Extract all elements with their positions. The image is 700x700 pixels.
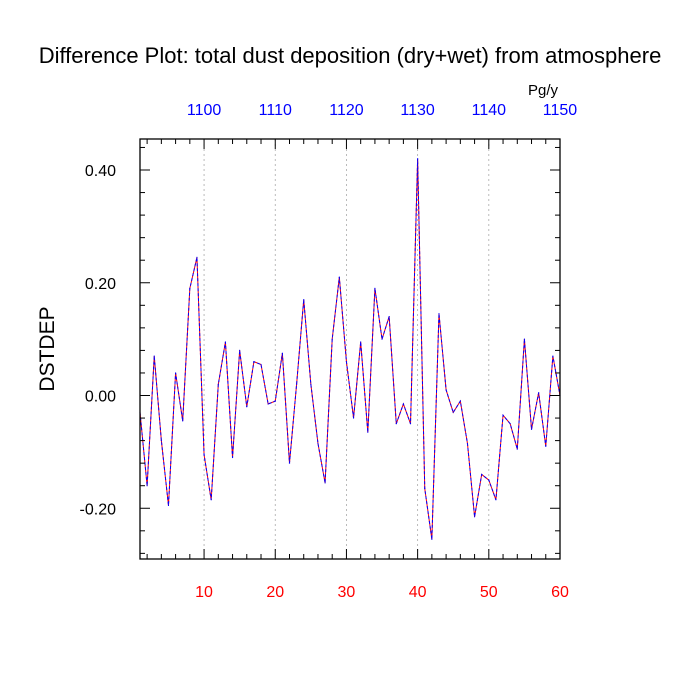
data-point xyxy=(352,417,355,419)
tick-labels: 10 20 30 40 50 60 1100 1110 1120 1130 1140 1150 0.40… xyxy=(80,102,578,601)
data-point xyxy=(246,406,248,408)
data-point xyxy=(317,442,319,445)
y-axis-label: DSTDEP xyxy=(36,306,59,391)
data-point xyxy=(516,448,518,450)
x-top-tick-label: 1130 xyxy=(400,102,435,119)
data-point xyxy=(310,383,312,385)
data-point xyxy=(459,400,461,402)
data-point xyxy=(345,361,348,363)
data-point xyxy=(224,341,227,343)
chart-title: Difference Plot: total dust deposition (… xyxy=(39,43,662,68)
data-point xyxy=(502,414,504,416)
data-point xyxy=(388,315,390,318)
data-point xyxy=(538,392,540,394)
data-point xyxy=(530,428,533,430)
data-point xyxy=(303,299,305,301)
series-line-red xyxy=(139,158,561,540)
data-point xyxy=(338,276,340,278)
data-point xyxy=(431,538,433,540)
data-point xyxy=(473,516,476,518)
data-point xyxy=(260,363,262,366)
data-point xyxy=(182,420,184,422)
data-point xyxy=(239,349,241,352)
data-point xyxy=(409,423,412,425)
units-label: Pg/y xyxy=(528,82,559,99)
data-point xyxy=(331,338,333,340)
data-point xyxy=(374,287,376,289)
data-point xyxy=(367,431,369,433)
x-bottom-tick-label: 60 xyxy=(551,584,569,601)
data-point xyxy=(495,499,497,501)
y-tick-label: 0.40 xyxy=(85,163,116,180)
data-point xyxy=(267,403,269,405)
grid-lines xyxy=(203,139,490,559)
x-bottom-tick-label: 30 xyxy=(338,584,356,601)
data-point xyxy=(253,361,255,363)
data-point xyxy=(288,462,291,464)
data-point xyxy=(445,389,447,391)
x-bottom-tick-label: 40 xyxy=(409,584,427,601)
data-point xyxy=(481,473,483,476)
data-point xyxy=(395,423,397,425)
data-point xyxy=(360,341,362,343)
y-tick-label: 0.00 xyxy=(85,389,116,406)
data-point xyxy=(523,338,526,340)
data-point xyxy=(231,456,234,459)
plot-frame xyxy=(139,138,561,560)
data-point xyxy=(381,338,383,340)
x-bottom-tick-label: 20 xyxy=(266,584,284,601)
data-point xyxy=(281,352,283,354)
data-point xyxy=(196,256,198,258)
data-point xyxy=(174,372,177,374)
x-top-tick-label: 1100 xyxy=(187,102,222,119)
data-point xyxy=(452,411,454,414)
data-point xyxy=(217,383,219,385)
data-point xyxy=(466,442,469,445)
data-series xyxy=(139,158,561,540)
data-point xyxy=(438,313,440,315)
x-top-tick-label: 1140 xyxy=(472,102,507,119)
data-point xyxy=(417,158,419,160)
data-point xyxy=(167,504,170,507)
data-point xyxy=(545,445,547,447)
data-point xyxy=(160,440,162,442)
data-point xyxy=(189,287,191,289)
y-tick-label: -0.20 xyxy=(80,501,117,518)
x-top-tick-label: 1150 xyxy=(543,102,578,119)
data-point xyxy=(146,485,148,487)
data-point xyxy=(203,454,205,456)
x-bottom-tick-label: 10 xyxy=(195,584,213,601)
x-bottom-tick-label: 50 xyxy=(480,584,498,601)
data-point xyxy=(424,487,426,490)
data-point xyxy=(296,383,298,385)
data-point xyxy=(324,482,326,484)
data-point xyxy=(153,355,155,357)
data-point xyxy=(509,423,511,425)
axis-ticks xyxy=(140,139,561,559)
data-point xyxy=(210,499,212,501)
data-point xyxy=(274,400,276,402)
y-tick-label: 0.20 xyxy=(85,276,116,293)
data-point xyxy=(488,479,490,481)
data-point xyxy=(552,355,554,357)
data-point xyxy=(402,403,404,405)
x-top-tick-label: 1120 xyxy=(329,102,364,119)
x-top-tick-label: 1110 xyxy=(259,102,292,119)
